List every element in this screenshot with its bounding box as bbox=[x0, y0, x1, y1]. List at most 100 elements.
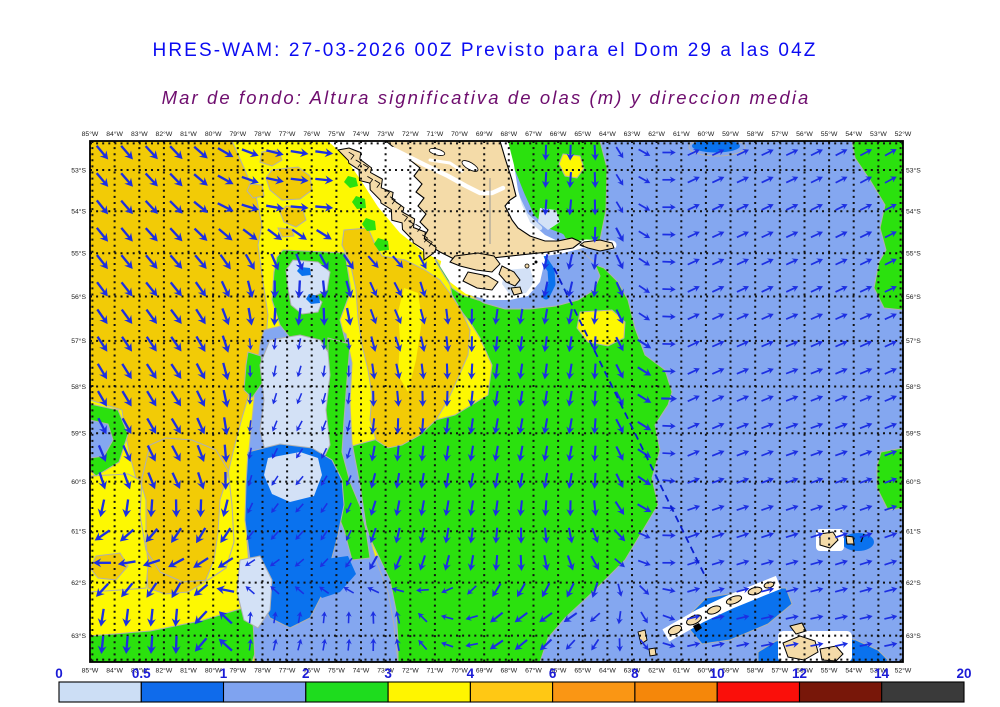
svg-text:75°W: 75°W bbox=[328, 667, 345, 675]
svg-text:61°W: 61°W bbox=[673, 667, 690, 675]
svg-text:54°S: 54°S bbox=[71, 208, 86, 216]
svg-text:56°W: 56°W bbox=[796, 667, 813, 675]
svg-text:64°W: 64°W bbox=[599, 667, 616, 675]
svg-text:69°W: 69°W bbox=[476, 667, 493, 675]
svg-text:70°W: 70°W bbox=[451, 130, 468, 138]
svg-text:6: 6 bbox=[549, 666, 557, 681]
svg-text:0.5: 0.5 bbox=[132, 666, 151, 681]
svg-text:74°W: 74°W bbox=[353, 130, 370, 138]
svg-text:66°W: 66°W bbox=[550, 667, 567, 675]
svg-text:65°W: 65°W bbox=[574, 667, 591, 675]
svg-text:78°W: 78°W bbox=[254, 667, 271, 675]
svg-text:63°S: 63°S bbox=[71, 632, 86, 640]
svg-text:1: 1 bbox=[220, 666, 228, 681]
svg-text:63°W: 63°W bbox=[624, 667, 641, 675]
svg-text:60°S: 60°S bbox=[71, 478, 86, 486]
svg-text:54°W: 54°W bbox=[845, 667, 862, 675]
svg-text:84°W: 84°W bbox=[106, 130, 123, 138]
svg-text:85°W: 85°W bbox=[82, 130, 99, 138]
svg-text:55°W: 55°W bbox=[821, 130, 838, 138]
svg-text:79°W: 79°W bbox=[229, 130, 246, 138]
svg-text:71°W: 71°W bbox=[427, 667, 444, 675]
svg-text:84°W: 84°W bbox=[106, 667, 123, 675]
svg-text:83°W: 83°W bbox=[131, 130, 148, 138]
svg-text:12: 12 bbox=[792, 666, 807, 681]
svg-text:54°S: 54°S bbox=[906, 208, 921, 216]
svg-text:58°S: 58°S bbox=[71, 383, 86, 391]
svg-text:HRES-WAM: 27-03-2026 00Z Previ: HRES-WAM: 27-03-2026 00Z Previsto para e… bbox=[153, 40, 818, 61]
svg-text:59°S: 59°S bbox=[71, 430, 86, 438]
svg-text:56°W: 56°W bbox=[796, 130, 813, 138]
svg-text:60°W: 60°W bbox=[698, 130, 715, 138]
svg-text:74°W: 74°W bbox=[353, 667, 370, 675]
svg-text:73°W: 73°W bbox=[377, 667, 394, 675]
svg-text:80°W: 80°W bbox=[205, 130, 222, 138]
svg-text:53°W: 53°W bbox=[870, 130, 887, 138]
svg-text:53°W: 53°W bbox=[870, 667, 887, 675]
svg-text:64°W: 64°W bbox=[599, 130, 616, 138]
svg-text:57°S: 57°S bbox=[71, 337, 86, 345]
svg-text:62°S: 62°S bbox=[906, 579, 921, 587]
svg-text:73°W: 73°W bbox=[377, 130, 394, 138]
svg-text:58°W: 58°W bbox=[747, 130, 764, 138]
svg-text:60°S: 60°S bbox=[906, 478, 921, 486]
svg-text:72°W: 72°W bbox=[402, 667, 419, 675]
svg-text:0: 0 bbox=[55, 666, 63, 681]
svg-text:85°W: 85°W bbox=[82, 667, 99, 675]
svg-text:59°W: 59°W bbox=[722, 130, 739, 138]
svg-text:71°W: 71°W bbox=[427, 130, 444, 138]
svg-text:60°W: 60°W bbox=[698, 667, 715, 675]
svg-text:61°S: 61°S bbox=[906, 528, 921, 536]
svg-text:62°W: 62°W bbox=[648, 667, 665, 675]
svg-text:70°W: 70°W bbox=[451, 667, 468, 675]
svg-text:53°S: 53°S bbox=[71, 166, 86, 174]
svg-text:59°W: 59°W bbox=[722, 667, 739, 675]
svg-text:3: 3 bbox=[384, 666, 392, 681]
svg-text:55°S: 55°S bbox=[906, 250, 921, 258]
svg-text:62°W: 62°W bbox=[648, 130, 665, 138]
svg-text:76°W: 76°W bbox=[303, 130, 320, 138]
svg-text:77°W: 77°W bbox=[279, 130, 296, 138]
svg-text:76°W: 76°W bbox=[303, 667, 320, 675]
svg-text:63°S: 63°S bbox=[906, 632, 921, 640]
svg-text:8: 8 bbox=[631, 666, 639, 681]
svg-text:83°W: 83°W bbox=[131, 667, 148, 675]
svg-text:53°S: 53°S bbox=[906, 166, 921, 174]
svg-text:75°W: 75°W bbox=[328, 130, 345, 138]
svg-text:57°W: 57°W bbox=[771, 667, 788, 675]
svg-text:61°S: 61°S bbox=[71, 528, 86, 536]
svg-text:55°S: 55°S bbox=[71, 250, 86, 258]
svg-text:4: 4 bbox=[467, 666, 475, 681]
svg-text:52°W: 52°W bbox=[895, 667, 912, 675]
svg-text:72°W: 72°W bbox=[402, 130, 419, 138]
svg-text:59°S: 59°S bbox=[906, 430, 921, 438]
svg-text:2: 2 bbox=[302, 666, 310, 681]
svg-text:81°W: 81°W bbox=[180, 667, 197, 675]
svg-text:68°W: 68°W bbox=[500, 130, 517, 138]
svg-text:81°W: 81°W bbox=[180, 130, 197, 138]
svg-text:62°S: 62°S bbox=[71, 579, 86, 587]
svg-text:10: 10 bbox=[710, 666, 725, 681]
svg-text:56°S: 56°S bbox=[906, 293, 921, 301]
svg-text:54°W: 54°W bbox=[845, 130, 862, 138]
svg-text:78°W: 78°W bbox=[254, 130, 271, 138]
svg-text:68°W: 68°W bbox=[500, 667, 517, 675]
svg-text:56°S: 56°S bbox=[71, 293, 86, 301]
svg-text:52°W: 52°W bbox=[895, 130, 912, 138]
svg-text:80°W: 80°W bbox=[205, 667, 222, 675]
svg-text:69°W: 69°W bbox=[476, 130, 493, 138]
svg-text:Mar de fondo: Altura significa: Mar de fondo: Altura significativa de ol… bbox=[162, 87, 811, 108]
svg-text:57°W: 57°W bbox=[771, 130, 788, 138]
svg-text:61°W: 61°W bbox=[673, 130, 690, 138]
svg-text:63°W: 63°W bbox=[624, 130, 641, 138]
svg-text:65°W: 65°W bbox=[574, 130, 591, 138]
svg-text:20: 20 bbox=[956, 666, 971, 681]
svg-text:58°S: 58°S bbox=[906, 383, 921, 391]
svg-text:66°W: 66°W bbox=[550, 130, 567, 138]
svg-text:55°W: 55°W bbox=[821, 667, 838, 675]
svg-text:82°W: 82°W bbox=[156, 130, 173, 138]
svg-text:67°W: 67°W bbox=[525, 667, 542, 675]
svg-text:82°W: 82°W bbox=[156, 667, 173, 675]
svg-text:14: 14 bbox=[874, 666, 890, 681]
svg-text:57°S: 57°S bbox=[906, 337, 921, 345]
